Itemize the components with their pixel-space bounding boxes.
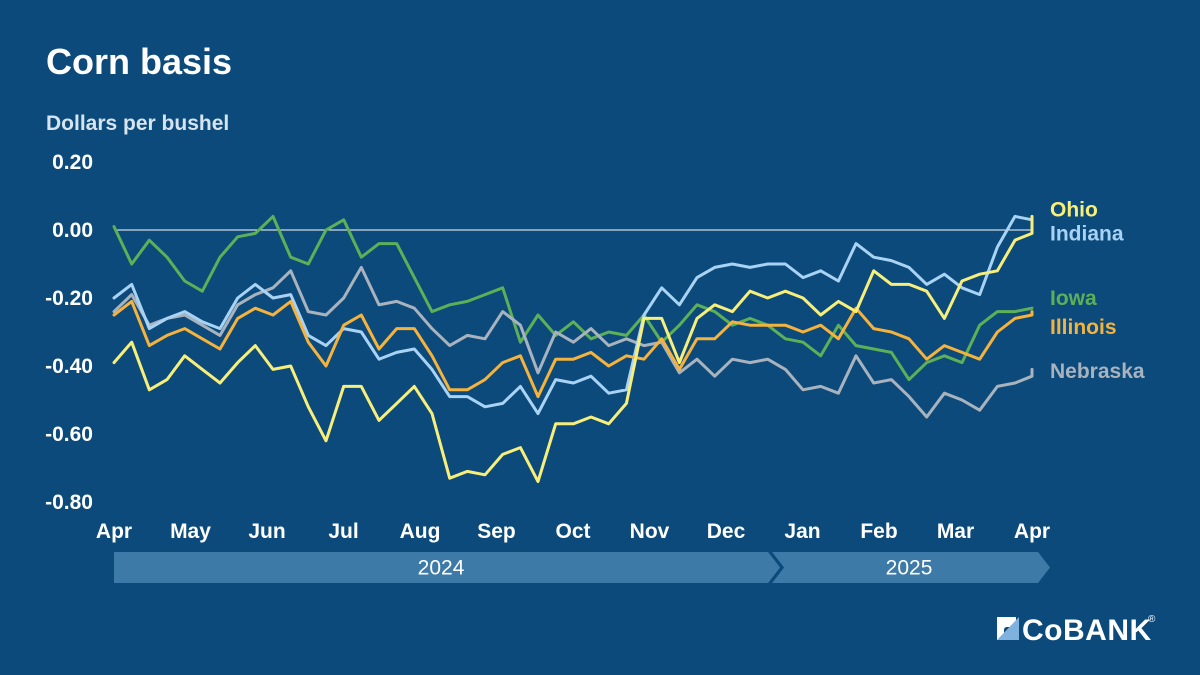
year-band-2024 <box>114 552 781 583</box>
series-line-ohio <box>112 214 1034 484</box>
y-tick-label: -0.80 <box>45 491 93 514</box>
legend-label-ohio: Ohio <box>1050 199 1098 222</box>
x-tick-label: Oct <box>555 520 590 543</box>
x-tick-label: Aug <box>400 520 441 543</box>
y-tick-label: -0.60 <box>45 423 93 446</box>
legend-label-nebraska: Nebraska <box>1050 360 1145 383</box>
chart-subtitle: Dollars per bushel <box>46 112 229 135</box>
year-band: 2024 2025 <box>114 552 1050 583</box>
y-tick-label: -0.20 <box>45 287 93 310</box>
y-tick-label: -0.40 <box>45 355 93 378</box>
y-axis-ticks: 0.20 0.00 -0.20 -0.40 -0.60 -0.80 <box>45 151 93 514</box>
legend-label-indiana: Indiana <box>1050 222 1124 245</box>
series-line-illinois <box>112 299 1034 399</box>
series-line-indiana <box>112 214 1034 416</box>
y-tick-label: 0.20 <box>52 151 93 174</box>
chart-title: Corn basis <box>46 41 232 82</box>
legend-label-iowa: Iowa <box>1050 287 1097 310</box>
x-tick-label: Apr <box>1014 520 1050 543</box>
x-tick-label: Dec <box>707 520 746 543</box>
x-tick-label: Feb <box>860 520 897 543</box>
x-tick-label: Sep <box>477 520 516 543</box>
x-tick-label: Jun <box>248 520 285 543</box>
y-tick-label: 0.00 <box>52 219 93 242</box>
cobank-logo: CoBANK ® <box>997 614 1156 647</box>
x-tick-label: Jan <box>784 520 820 543</box>
cobank-logo-mark-icon <box>997 617 1019 640</box>
series-line-nebraska <box>112 265 1034 419</box>
x-tick-label: Apr <box>96 520 132 543</box>
x-axis-ticks: Apr May Jun Jul Aug Sep Oct Nov Dec Jan Feb Mar Apr <box>96 520 1050 543</box>
x-tick-label: Mar <box>937 520 974 543</box>
logo-wordmark: CoBANK <box>1022 614 1152 647</box>
year-band-2025 <box>772 552 1050 583</box>
x-tick-label: May <box>170 520 211 543</box>
year-label: 2024 <box>418 557 465 580</box>
series-line-iowa <box>112 214 1034 382</box>
legend-label-illinois: Illinois <box>1050 316 1117 339</box>
x-tick-label: Nov <box>630 520 670 543</box>
x-tick-label: Jul <box>328 520 358 543</box>
series-lines <box>112 214 1034 484</box>
year-label: 2025 <box>886 557 933 580</box>
logo-registered-mark: ® <box>1148 614 1156 625</box>
